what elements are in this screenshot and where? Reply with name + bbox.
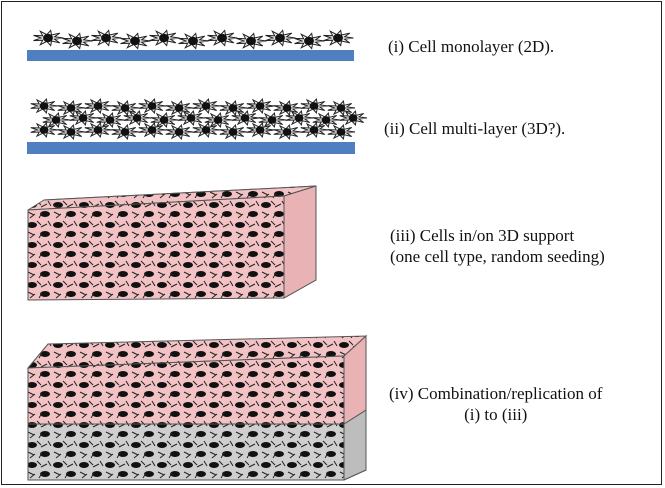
cell-nucleus: [240, 114, 250, 122]
label-combination: (iv) Combination/replication of (i) to (…: [389, 383, 602, 425]
label-3d-support-line2: (one cell type, random seeding): [390, 247, 605, 266]
cell-nucleus: [228, 128, 238, 136]
scaffold-block: [27, 185, 317, 301]
cell-nucleus: [93, 126, 103, 134]
cell-nucleus: [275, 33, 285, 43]
cell-nucleus: [39, 102, 49, 110]
cell-nucleus: [282, 104, 292, 112]
cell-nucleus: [120, 104, 130, 112]
cell-nucleus: [159, 33, 169, 43]
cell-nucleus: [336, 128, 346, 136]
cell-nucleus: [309, 102, 319, 110]
label-combination-line2: (i) to (iii): [464, 405, 528, 424]
monolayer-illustration: [27, 29, 354, 61]
cell-nucleus: [336, 104, 346, 112]
cell-nucleus: [93, 102, 103, 110]
cell-nucleus: [174, 128, 184, 136]
cell-nucleus: [217, 33, 227, 43]
cell-nucleus: [309, 126, 319, 134]
cell-nucleus: [255, 102, 265, 110]
cell-nucleus: [51, 116, 61, 124]
label-combination-line1: (iv) Combination/replication of: [389, 384, 603, 403]
label-3d-support: (iii) Cells in/on 3D support (one cell t…: [390, 225, 605, 267]
cell-nucleus: [130, 36, 140, 46]
cell-nucleus: [147, 102, 157, 110]
cell-nucleus: [39, 126, 49, 134]
cell-nucleus: [304, 36, 314, 46]
cell-nucleus: [201, 102, 211, 110]
label-multilayer: (ii) Cell multi-layer (3D?).: [384, 119, 566, 138]
cell-nucleus: [348, 114, 358, 122]
cell-nucleus: [282, 128, 292, 136]
cell-nucleus: [101, 33, 111, 43]
cell-nucleus: [246, 36, 256, 46]
cell-nucleus: [159, 116, 169, 124]
cell-nucleus: [321, 116, 331, 124]
combination-illustration: [26, 334, 368, 481]
label-3d-support-line1: (iii) Cells in/on 3D support: [390, 226, 575, 245]
cell-nucleus: [228, 104, 238, 112]
substrate-bar: [27, 142, 355, 154]
cell-nucleus: [255, 126, 265, 134]
cell-nucleus: [174, 104, 184, 112]
multilayer-illustration: [27, 98, 368, 154]
cell-nucleus: [105, 116, 115, 124]
label-monolayer: (i) Cell monolayer (2D).: [388, 37, 555, 56]
cell-nucleus: [147, 126, 157, 134]
cell-nucleus: [186, 114, 196, 122]
cell-nucleus: [333, 33, 343, 43]
cell-nucleus: [132, 114, 142, 122]
cell-nucleus: [78, 114, 88, 122]
cell-nucleus: [213, 116, 223, 124]
cell-nucleus: [66, 128, 76, 136]
substrate-bar: [27, 50, 354, 61]
cell-nucleus: [43, 33, 53, 43]
cell-nucleus: [72, 36, 82, 46]
cell-nucleus: [294, 114, 304, 122]
cell-nucleus: [120, 128, 130, 136]
cell-nucleus: [66, 104, 76, 112]
cell-nucleus: [188, 36, 198, 46]
cell-nucleus: [267, 116, 277, 124]
cell-nucleus: [201, 126, 211, 134]
